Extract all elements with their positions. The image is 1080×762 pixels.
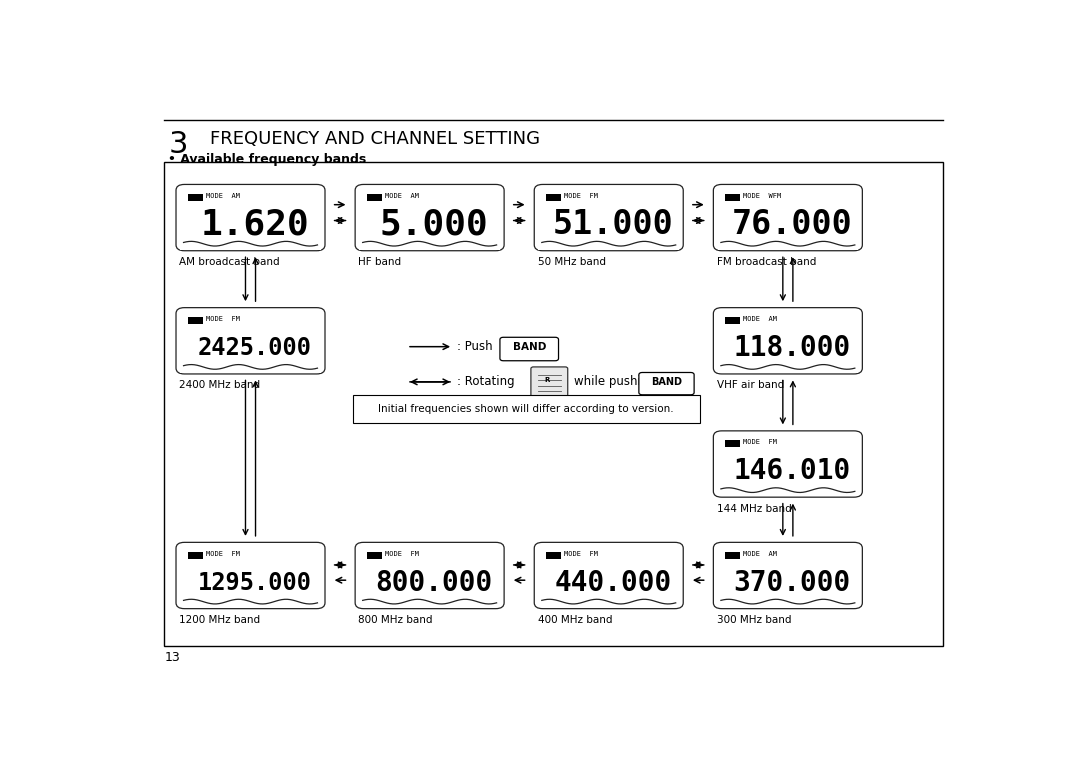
Text: : Rotating: : Rotating [457,376,515,389]
Text: while pushing: while pushing [573,376,656,389]
FancyBboxPatch shape [714,308,862,374]
Bar [367,194,382,201]
Bar [188,317,203,324]
Bar [725,552,740,559]
Text: 1200 MHz band: 1200 MHz band [179,615,260,625]
Text: 300 MHz band: 300 MHz band [717,615,792,625]
Text: VHF air band: VHF air band [717,380,784,390]
Text: 5.000: 5.000 [379,207,488,242]
Text: 400 MHz band: 400 MHz band [538,615,612,625]
Text: 800 MHz band: 800 MHz band [359,615,433,625]
Bar [180,239,321,250]
Text: R: R [544,377,550,383]
Bar [546,552,561,559]
Bar [546,194,561,201]
FancyBboxPatch shape [714,184,862,251]
Text: 144 MHz band: 144 MHz band [717,504,792,514]
Text: 118.000: 118.000 [733,334,851,362]
Bar [352,395,700,423]
Text: • Available frequency bands: • Available frequency bands [168,153,367,166]
Text: MODE  AM: MODE AM [743,551,778,556]
Bar [360,239,500,250]
Text: 146.010: 146.010 [733,457,851,485]
Bar [360,597,500,607]
Text: MODE  AM: MODE AM [743,316,778,322]
Text: MODE  FM: MODE FM [206,551,240,556]
FancyBboxPatch shape [355,184,504,251]
Bar [725,440,740,447]
Bar [539,597,679,607]
Text: 76.000: 76.000 [731,208,852,241]
Text: MODE  FM: MODE FM [386,551,419,556]
Text: HF band: HF band [359,258,402,267]
Text: 3: 3 [168,130,188,158]
Text: 1295.000: 1295.000 [198,571,312,594]
Text: 440.000: 440.000 [554,568,672,597]
Text: Initial frequencies shown will differ according to version.: Initial frequencies shown will differ ac… [378,404,674,414]
FancyBboxPatch shape [714,543,862,609]
Bar [717,362,859,373]
FancyBboxPatch shape [355,543,504,609]
Bar [180,597,321,607]
Text: MODE  AM: MODE AM [386,193,419,199]
FancyBboxPatch shape [176,184,325,251]
Text: 800.000: 800.000 [375,568,492,597]
Text: MODE  FM: MODE FM [565,551,598,556]
Text: FM broadcast band: FM broadcast band [717,258,816,267]
FancyBboxPatch shape [531,367,568,397]
Text: 13: 13 [164,651,180,664]
Text: MODE  FM: MODE FM [206,316,240,322]
Text: : Push: : Push [457,340,492,353]
Text: FREQUENCY AND CHANNEL SETTING: FREQUENCY AND CHANNEL SETTING [211,130,540,148]
Bar [717,485,859,496]
Bar [725,317,740,324]
Bar [164,162,943,646]
Bar [180,362,321,373]
Text: 2425.000: 2425.000 [198,336,312,360]
FancyBboxPatch shape [176,543,325,609]
FancyBboxPatch shape [500,338,558,360]
Text: 2400 MHz band: 2400 MHz band [179,380,260,390]
FancyBboxPatch shape [176,308,325,374]
FancyBboxPatch shape [639,373,694,395]
Bar [539,239,679,250]
Text: MODE  WFM: MODE WFM [743,193,782,199]
Bar [188,552,203,559]
Bar [367,552,382,559]
FancyBboxPatch shape [535,543,684,609]
Text: BAND: BAND [651,377,681,387]
Text: 1.620: 1.620 [200,207,309,242]
Bar [717,239,859,250]
Text: 50 MHz band: 50 MHz band [538,258,606,267]
Text: MODE  FM: MODE FM [565,193,598,199]
Text: AM broadcast band: AM broadcast band [179,258,280,267]
Text: BAND: BAND [513,341,545,352]
Text: 370.000: 370.000 [733,568,851,597]
FancyBboxPatch shape [535,184,684,251]
FancyBboxPatch shape [714,431,862,497]
Text: 51.000: 51.000 [553,208,673,241]
Text: MODE  AM: MODE AM [206,193,240,199]
Text: MODE  FM: MODE FM [743,439,778,445]
Bar [725,194,740,201]
Bar [188,194,203,201]
Bar [717,597,859,607]
